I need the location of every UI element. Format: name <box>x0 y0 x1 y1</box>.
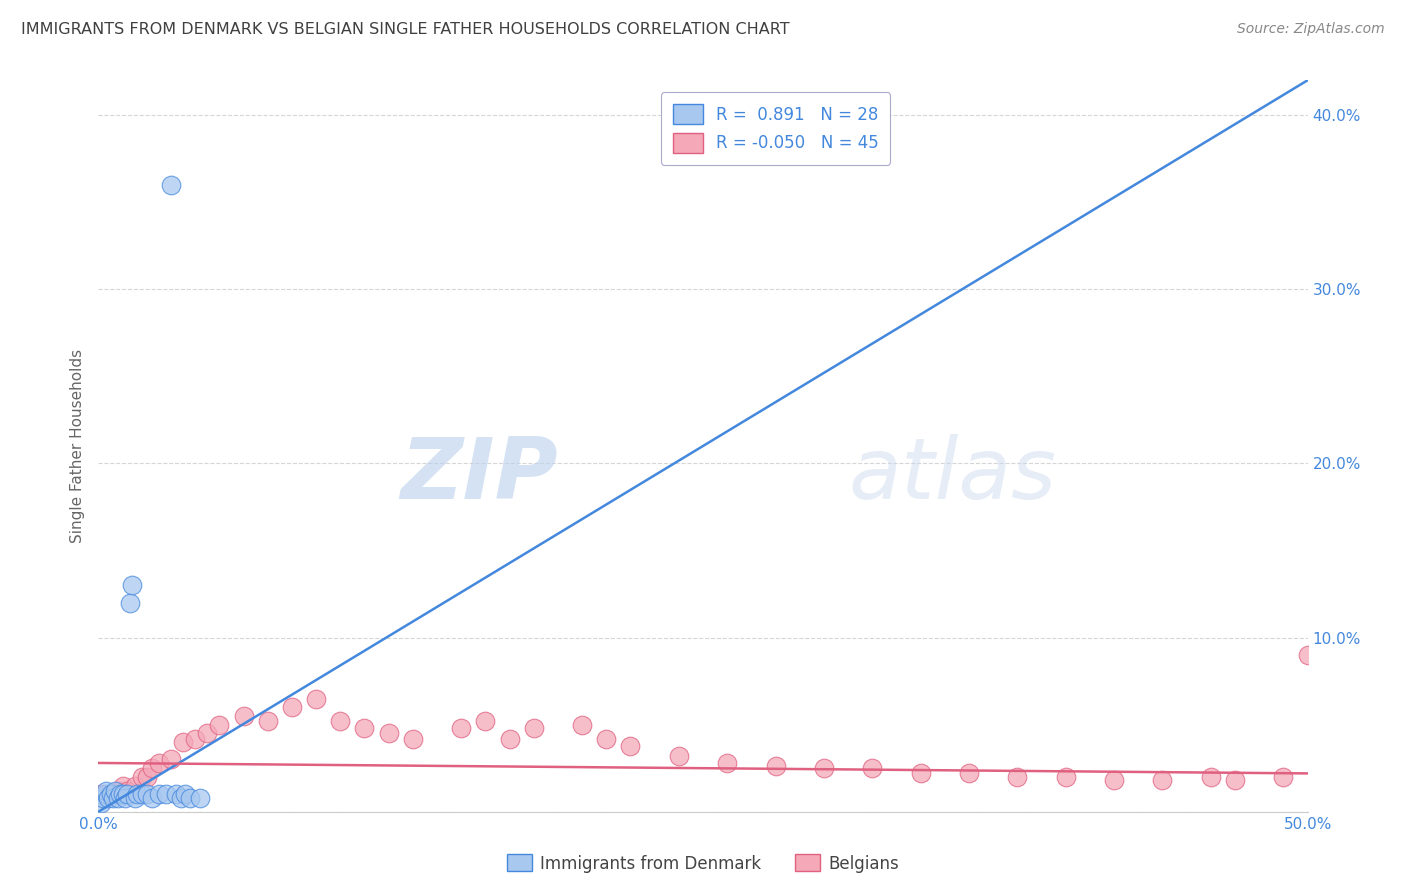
Point <box>124 790 146 805</box>
Point <box>1054 770 1077 784</box>
Point <box>135 787 157 801</box>
Point <box>329 714 352 728</box>
Point <box>256 714 278 728</box>
Point <box>377 726 399 740</box>
Text: Source: ZipAtlas.com: Source: ZipAtlas.com <box>1237 22 1385 37</box>
Point <box>111 787 134 801</box>
Point <box>184 731 207 746</box>
Point <box>716 756 738 770</box>
Point <box>148 787 170 801</box>
Point <box>523 721 546 735</box>
Point <box>107 784 129 798</box>
Point <box>160 752 183 766</box>
Point <box>135 770 157 784</box>
Point <box>141 761 163 775</box>
Point <box>195 726 218 740</box>
Point <box>208 717 231 731</box>
Point <box>117 784 139 798</box>
Point <box>571 717 593 731</box>
Point <box>100 787 122 801</box>
Point <box>281 700 304 714</box>
Point <box>131 787 153 801</box>
Point <box>498 731 520 746</box>
Text: atlas: atlas <box>848 434 1056 516</box>
Point <box>1102 773 1125 788</box>
Point <box>94 787 117 801</box>
Point <box>1296 648 1319 662</box>
Point <box>813 761 835 775</box>
Point <box>169 790 191 805</box>
Point <box>619 739 641 753</box>
Point <box>121 578 143 592</box>
Point <box>114 790 136 805</box>
Point <box>1152 773 1174 788</box>
Point <box>1199 770 1222 784</box>
Point <box>188 790 211 805</box>
Point <box>1007 770 1029 784</box>
Point <box>1223 773 1246 788</box>
Point <box>1272 770 1295 784</box>
Point <box>91 790 114 805</box>
Point <box>474 714 496 728</box>
Point <box>179 790 201 805</box>
Point <box>127 787 149 801</box>
Point <box>97 790 120 805</box>
Point <box>910 766 932 780</box>
Point <box>100 787 122 801</box>
Point <box>90 796 112 810</box>
Text: IMMIGRANTS FROM DENMARK VS BELGIAN SINGLE FATHER HOUSEHOLDS CORRELATION CHART: IMMIGRANTS FROM DENMARK VS BELGIAN SINGL… <box>21 22 790 37</box>
Point <box>101 790 124 805</box>
Point <box>172 735 194 749</box>
Point <box>232 709 254 723</box>
Text: ZIP: ZIP <box>401 434 558 516</box>
Point <box>353 721 375 735</box>
Point <box>155 787 177 801</box>
Point <box>450 721 472 735</box>
Point <box>595 731 617 746</box>
Point <box>111 779 134 793</box>
Point <box>305 691 328 706</box>
Point <box>174 787 197 801</box>
Point <box>94 784 117 798</box>
Y-axis label: Single Father Households: Single Father Households <box>69 349 84 543</box>
Point <box>131 770 153 784</box>
Point <box>148 756 170 770</box>
Point <box>860 761 883 775</box>
Point <box>402 731 425 746</box>
Point <box>108 787 131 801</box>
Legend: R =  0.891   N = 28, R = -0.050   N = 45: R = 0.891 N = 28, R = -0.050 N = 45 <box>661 92 890 165</box>
Point <box>765 759 787 773</box>
Point <box>668 749 690 764</box>
Legend: Immigrants from Denmark, Belgians: Immigrants from Denmark, Belgians <box>501 847 905 880</box>
Point <box>165 787 187 801</box>
Point <box>160 178 183 192</box>
Point <box>107 790 129 805</box>
Point <box>141 790 163 805</box>
Point <box>957 766 980 780</box>
Point <box>104 784 127 798</box>
Point <box>117 787 139 801</box>
Point <box>118 596 141 610</box>
Point <box>124 779 146 793</box>
Point <box>90 787 112 801</box>
